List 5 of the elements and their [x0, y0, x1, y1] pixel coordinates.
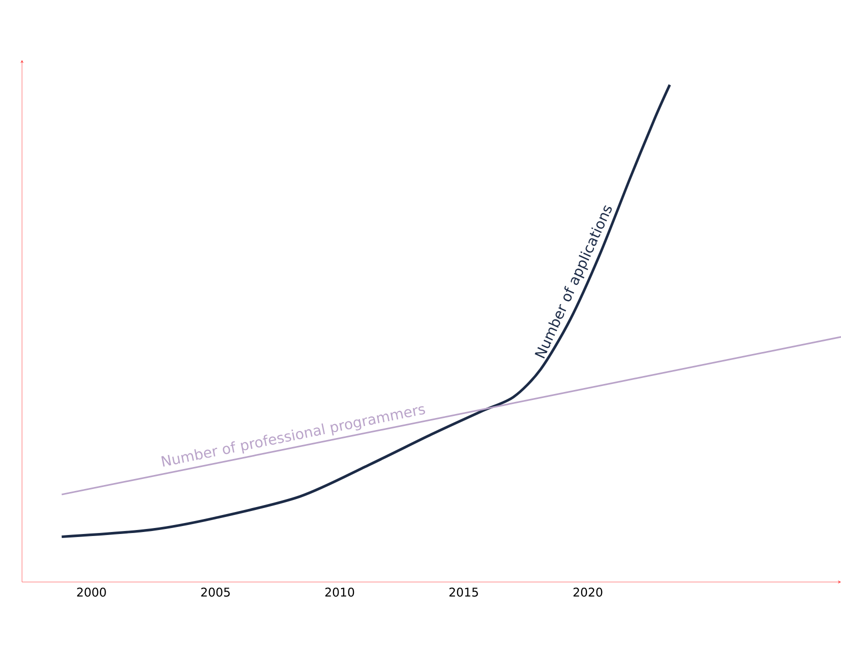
x-tick-label: 2020 [574, 588, 602, 597]
x-tick-label: 2015 [449, 588, 478, 597]
x-tick-label: 2000 [77, 588, 106, 597]
x-tick-label: 2010 [325, 588, 354, 597]
x-tick-label: 2005 [201, 588, 230, 597]
